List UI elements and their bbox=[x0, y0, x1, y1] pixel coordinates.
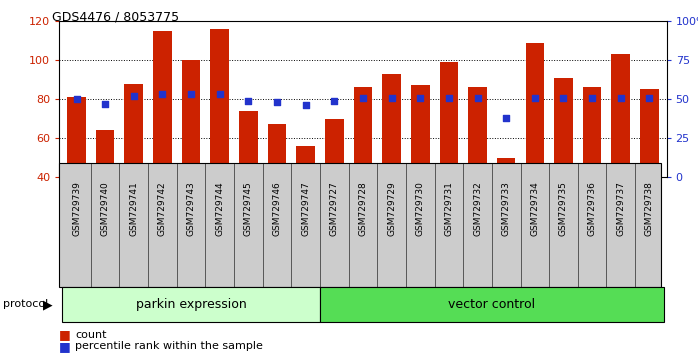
Bar bbox=[554, 78, 573, 177]
Point bbox=[357, 95, 369, 101]
Point bbox=[71, 96, 82, 102]
Text: GDS4476 / 8053775: GDS4476 / 8053775 bbox=[52, 11, 179, 24]
Point bbox=[443, 95, 454, 101]
Text: ■: ■ bbox=[59, 328, 71, 341]
Text: GSM729736: GSM729736 bbox=[588, 181, 597, 236]
Point bbox=[472, 95, 483, 101]
Bar bbox=[62, 287, 320, 322]
Point bbox=[644, 95, 655, 101]
Text: GSM729746: GSM729746 bbox=[272, 181, 281, 236]
Bar bbox=[297, 146, 315, 177]
Text: GSM729744: GSM729744 bbox=[215, 181, 224, 236]
Text: GSM729734: GSM729734 bbox=[530, 181, 540, 236]
Point bbox=[386, 95, 397, 101]
Bar bbox=[583, 87, 602, 177]
Text: GSM729729: GSM729729 bbox=[387, 181, 396, 236]
Text: GSM729737: GSM729737 bbox=[616, 181, 625, 236]
Bar bbox=[468, 87, 487, 177]
Bar bbox=[268, 124, 286, 177]
Text: GSM729733: GSM729733 bbox=[502, 181, 511, 236]
Text: GSM729747: GSM729747 bbox=[301, 181, 310, 236]
Text: GSM729735: GSM729735 bbox=[559, 181, 568, 236]
Bar bbox=[325, 119, 343, 177]
Text: GSM729730: GSM729730 bbox=[416, 181, 425, 236]
Point bbox=[558, 95, 569, 101]
Point bbox=[128, 93, 140, 99]
Point bbox=[329, 98, 340, 103]
Point bbox=[100, 101, 111, 107]
Text: GSM729732: GSM729732 bbox=[473, 181, 482, 236]
Bar bbox=[153, 31, 172, 177]
Bar bbox=[239, 111, 258, 177]
Bar bbox=[497, 158, 516, 177]
Bar bbox=[181, 60, 200, 177]
Bar bbox=[526, 42, 544, 177]
Bar bbox=[640, 89, 659, 177]
Text: GSM729728: GSM729728 bbox=[359, 181, 367, 236]
Text: GSM729727: GSM729727 bbox=[330, 181, 339, 236]
Point bbox=[415, 95, 426, 101]
Bar bbox=[96, 130, 114, 177]
Text: GSM729739: GSM729739 bbox=[72, 181, 81, 236]
Text: ▶: ▶ bbox=[43, 298, 53, 311]
Bar bbox=[611, 54, 630, 177]
Point bbox=[186, 92, 197, 97]
Point bbox=[243, 98, 254, 103]
Bar bbox=[411, 85, 429, 177]
Bar bbox=[67, 97, 86, 177]
Point bbox=[529, 95, 540, 101]
Point bbox=[272, 99, 283, 105]
Text: GSM729745: GSM729745 bbox=[244, 181, 253, 236]
Bar bbox=[354, 87, 372, 177]
Point bbox=[500, 115, 512, 121]
Bar bbox=[320, 287, 664, 322]
Text: GSM729740: GSM729740 bbox=[101, 181, 110, 236]
Point bbox=[615, 95, 626, 101]
Text: count: count bbox=[75, 330, 107, 339]
Text: GSM729743: GSM729743 bbox=[186, 181, 195, 236]
Text: parkin expression: parkin expression bbox=[135, 298, 246, 311]
Bar bbox=[440, 62, 458, 177]
Text: GSM729738: GSM729738 bbox=[645, 181, 654, 236]
Text: vector control: vector control bbox=[448, 298, 535, 311]
Text: GSM729742: GSM729742 bbox=[158, 181, 167, 236]
Point bbox=[214, 92, 225, 97]
Text: ■: ■ bbox=[59, 340, 71, 353]
Text: protocol: protocol bbox=[3, 299, 49, 309]
Point bbox=[586, 95, 597, 101]
Point bbox=[300, 103, 311, 108]
Bar bbox=[383, 74, 401, 177]
Text: GSM729741: GSM729741 bbox=[129, 181, 138, 236]
Bar bbox=[210, 29, 229, 177]
Point bbox=[157, 92, 168, 97]
Text: percentile rank within the sample: percentile rank within the sample bbox=[75, 341, 263, 351]
Bar bbox=[124, 84, 143, 177]
Text: GSM729731: GSM729731 bbox=[445, 181, 454, 236]
